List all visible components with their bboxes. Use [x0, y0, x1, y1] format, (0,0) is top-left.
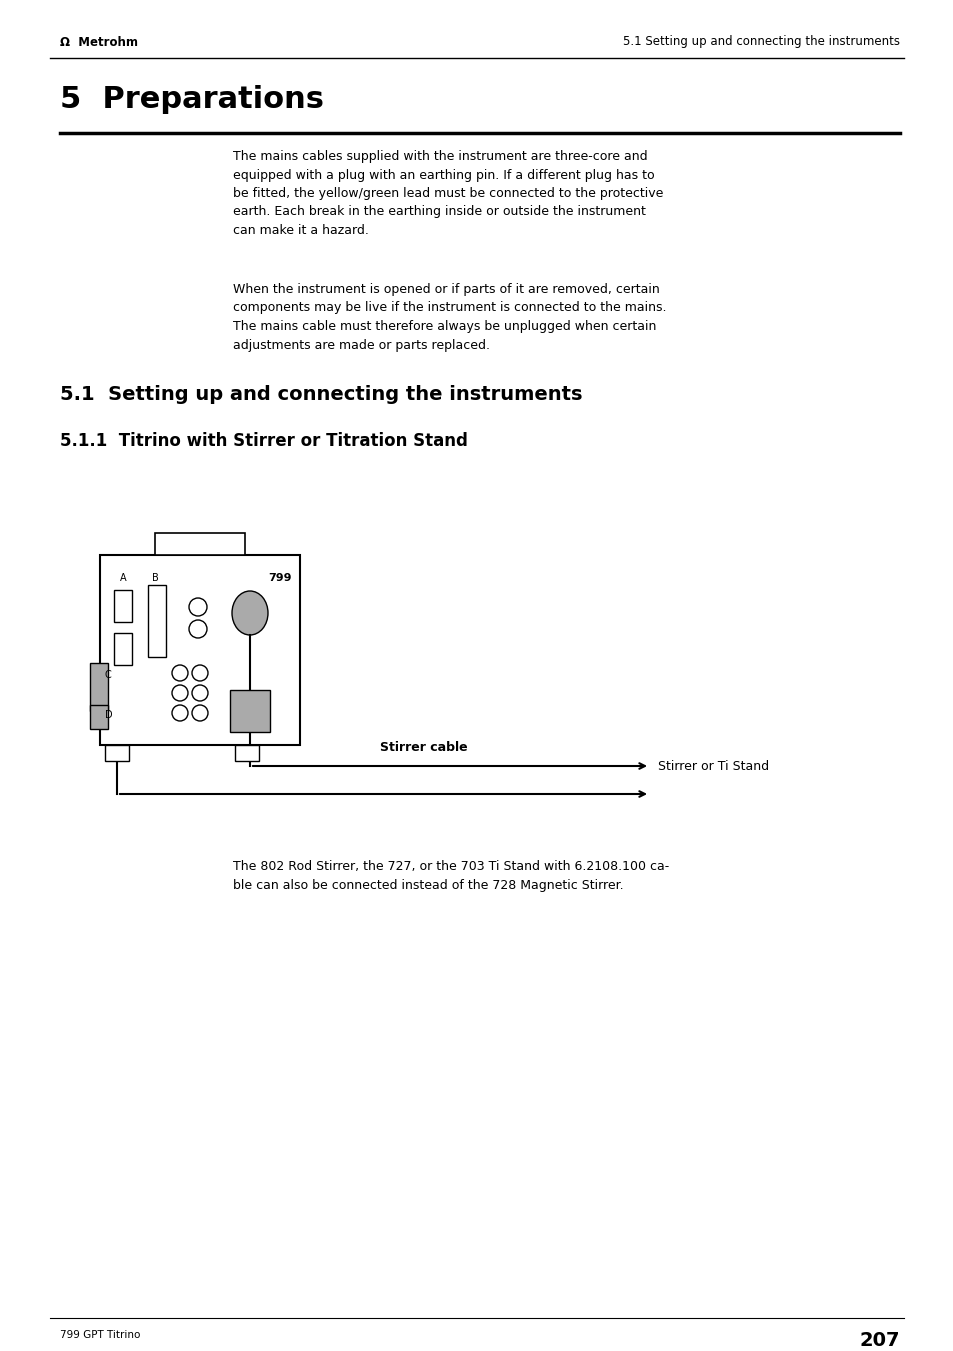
Bar	[90, 663, 108, 711]
Bar	[154, 534, 245, 555]
Circle shape	[189, 598, 207, 616]
Bar	[105, 744, 129, 761]
Circle shape	[172, 705, 188, 721]
Circle shape	[172, 665, 188, 681]
Circle shape	[192, 665, 208, 681]
Text: 5.1 Setting up and connecting the instruments: 5.1 Setting up and connecting the instru…	[622, 35, 899, 49]
Text: When the instrument is opened or if parts of it are removed, certain
components : When the instrument is opened or if part…	[233, 282, 666, 351]
Text: 799 GPT Titrino: 799 GPT Titrino	[60, 1329, 140, 1340]
Circle shape	[189, 620, 207, 638]
Text: 5  Preparations: 5 Preparations	[60, 85, 324, 113]
Bar	[148, 585, 166, 657]
Text: The 802 Rod Stirrer, the 727, or the 703 Ti Stand with 6.2108.100 ca-
ble can al: The 802 Rod Stirrer, the 727, or the 703…	[233, 861, 669, 892]
Text: A: A	[120, 573, 127, 584]
Text: The mains cables supplied with the instrument are three-core and
equipped with a: The mains cables supplied with the instr…	[233, 150, 662, 236]
Bar	[90, 705, 108, 730]
Circle shape	[172, 685, 188, 701]
Text: Stirrer cable: Stirrer cable	[379, 740, 467, 754]
Text: 5.1.1  Titrino with Stirrer or Titration Stand: 5.1.1 Titrino with Stirrer or Titration …	[60, 432, 467, 450]
Text: 5.1  Setting up and connecting the instruments: 5.1 Setting up and connecting the instru…	[60, 385, 582, 404]
Text: Ω  Metrohm: Ω Metrohm	[60, 35, 138, 49]
Circle shape	[192, 705, 208, 721]
Circle shape	[192, 685, 208, 701]
Bar	[100, 555, 299, 744]
Bar	[234, 744, 258, 761]
Ellipse shape	[232, 590, 268, 635]
Bar	[113, 590, 132, 621]
Text: Stirrer or Ti Stand: Stirrer or Ti Stand	[658, 759, 768, 773]
Bar	[230, 690, 270, 732]
Text: D: D	[105, 711, 112, 720]
Text: 799: 799	[268, 573, 292, 584]
Text: 207: 207	[859, 1331, 899, 1350]
Bar	[113, 634, 132, 665]
Text: B: B	[152, 573, 158, 584]
Text: C: C	[105, 670, 112, 680]
